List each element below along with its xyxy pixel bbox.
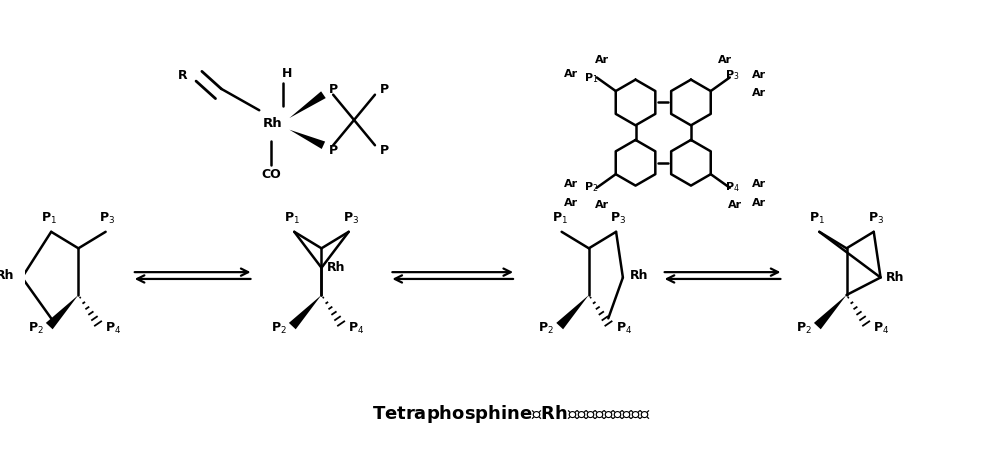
Text: Rh: Rh [0,269,15,282]
Text: P$_2$: P$_2$ [584,180,598,194]
Text: Rh: Rh [630,269,649,282]
Polygon shape [289,295,321,329]
Text: P$_4$: P$_4$ [616,321,632,335]
Polygon shape [814,295,847,329]
Polygon shape [556,295,589,329]
Text: Rh: Rh [263,117,283,130]
Text: P$_2$: P$_2$ [28,321,44,335]
Text: P$_2$: P$_2$ [538,321,554,335]
Text: Ar: Ar [728,200,742,210]
Text: P$_4$: P$_4$ [105,321,122,335]
Text: P$_3$: P$_3$ [868,211,884,226]
Text: $\mathbf{Tetraphosphine}$与$\mathbf{Rh}$的四种不同螯合模式: $\mathbf{Tetraphosphine}$与$\mathbf{Rh}$的… [372,403,651,425]
Text: H: H [282,67,293,80]
Text: Ar: Ar [564,198,578,208]
Text: R: R [178,69,187,82]
Text: P$_4$: P$_4$ [725,180,740,194]
Text: Ar: Ar [752,179,766,189]
Text: P$_1$: P$_1$ [41,211,57,226]
Text: Ar: Ar [564,69,578,79]
Text: Rh: Rh [886,271,904,284]
Text: P$_3$: P$_3$ [610,211,626,226]
Text: P$_3$: P$_3$ [343,211,359,226]
Text: P$_1$: P$_1$ [284,211,300,226]
Text: Ar: Ar [752,70,766,80]
Text: P$_1$: P$_1$ [584,71,598,85]
Text: P: P [329,144,338,157]
Text: Ar: Ar [594,55,609,65]
Polygon shape [46,295,78,329]
Text: CO: CO [261,168,281,181]
Text: Ar: Ar [752,198,766,208]
Polygon shape [289,130,325,149]
Text: P$_2$: P$_2$ [796,321,812,335]
Text: P$_4$: P$_4$ [348,321,365,335]
Text: P$_3$: P$_3$ [725,69,740,83]
Polygon shape [289,91,326,118]
Text: Ar: Ar [718,55,732,65]
Text: P: P [380,144,389,157]
Text: Ar: Ar [564,179,578,189]
Text: Rh: Rh [327,261,345,274]
Text: Ar: Ar [594,200,609,210]
Text: P$_1$: P$_1$ [809,211,825,226]
Text: P: P [380,84,389,97]
Text: P: P [329,84,338,97]
Text: P$_1$: P$_1$ [552,211,568,226]
Text: P$_4$: P$_4$ [873,321,890,335]
Text: P$_3$: P$_3$ [99,211,116,226]
Text: P$_2$: P$_2$ [271,321,287,335]
Text: Ar: Ar [752,88,766,98]
